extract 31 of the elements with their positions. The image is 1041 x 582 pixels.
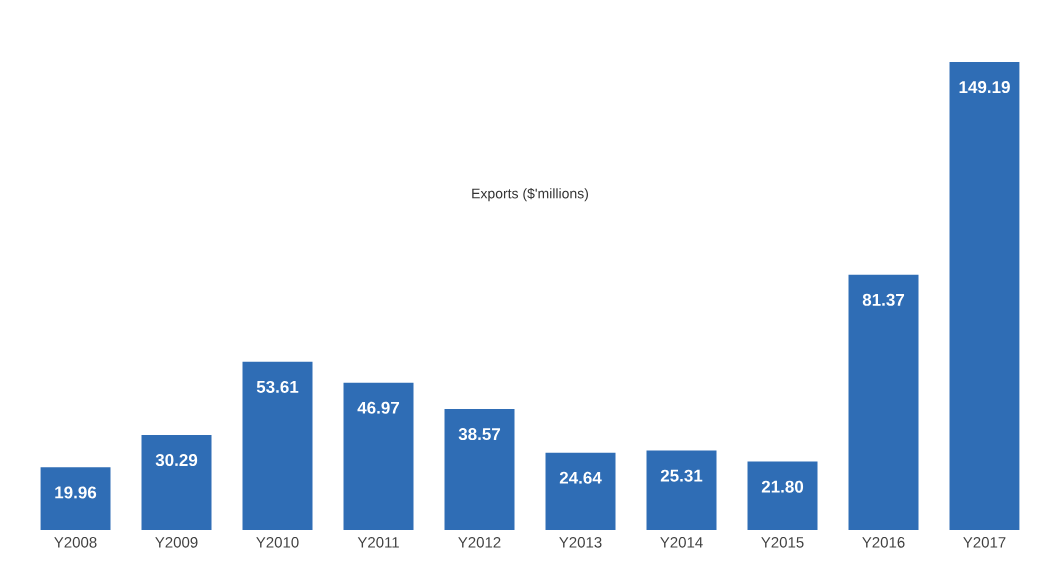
x-tick-label: Y2014: [660, 537, 703, 548]
x-tick-label: Y2015: [761, 537, 804, 548]
data-label: 46.97: [357, 401, 400, 414]
x-tick-label: Y2009: [155, 537, 198, 548]
x-tick-label: Y2008: [54, 537, 97, 548]
data-label: 24.64: [559, 471, 602, 484]
bar: [141, 434, 212, 530]
text: Exports ($'millions): [472, 187, 589, 202]
data-label: 25.31: [660, 469, 703, 482]
data-label: 149.19: [959, 81, 1010, 94]
x-tick-label: Y2011: [357, 537, 399, 548]
bar: [545, 452, 616, 530]
x-tick-label: Y2013: [559, 537, 602, 548]
x-tick-label: Y2012: [458, 537, 501, 548]
bar: [40, 467, 111, 530]
bar: [949, 61, 1020, 530]
data-label: 19.96: [55, 486, 97, 499]
data-label: 38.57: [458, 428, 501, 441]
data-label: 30.29: [155, 454, 198, 467]
bar: [646, 450, 717, 530]
data-label: 21.80: [761, 480, 804, 493]
bar: [242, 361, 313, 530]
data-label: 53.61: [256, 380, 299, 393]
bar: [343, 382, 414, 530]
bar: [444, 408, 515, 530]
x-tick-label: Y2017: [963, 537, 1006, 548]
bar: [747, 461, 818, 530]
data-label: 81.37: [862, 293, 905, 306]
x-tick-label: Y2016: [862, 537, 905, 548]
x-tick-label: Y2010: [256, 537, 299, 548]
bar: [848, 274, 919, 530]
